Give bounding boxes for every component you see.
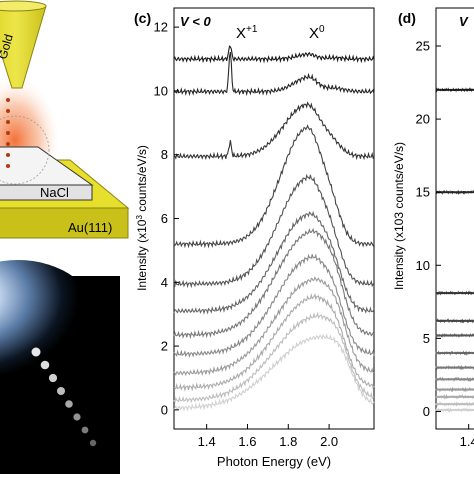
panel-d-letter: (d) [398,10,416,26]
panel-c-y-tick-label: 12 [154,20,168,35]
panel-d-series-line [435,376,474,383]
peak-label-x-plus-1: X+1 [236,24,258,42]
panel-d-y-tick-label: 25 [416,39,430,54]
emission-dot-row [31,347,97,447]
panel-c-y-tick-label: 0 [161,402,168,417]
panel-d-series-group [435,87,474,413]
panel-c-x-tick-label: 1.6 [238,434,256,449]
panel-c-x-label: Photon Energy (eV) [217,454,331,469]
panel-d-y-tick-label: 15 [416,185,430,200]
schematic-panel: NaCl Au(111) Gold [0,0,130,239]
panel-c-series-line [173,311,375,404]
panel-c-series-line [173,333,375,412]
panel-d-series-line [435,317,474,324]
panel-c-series-line [173,210,375,315]
panel-c-x-axis: 1.4 1.6 1.8 2.0 [198,424,338,449]
panel-c-x-tick-label: 1.8 [279,434,297,449]
panel-c-y-label: Intensity (x103 counts/eV/s) [135,145,149,291]
panel-c-x-tick-label: 1.4 [198,434,216,449]
panel-d-series-line [435,290,474,296]
panel-c-y-tick-label: 10 [154,83,168,98]
panel-c-series-line [173,45,375,64]
gold-tip [0,0,47,89]
panel-d-y-tick-label: 10 [416,258,430,273]
nacl-crystal-top [0,146,94,186]
panel-c-series-line [173,51,375,97]
emission-outline [0,115,50,185]
panel-c-y-tick-label: 6 [161,211,168,226]
panel-c-x-tick-label: 2.0 [320,434,338,449]
panel-c-series-line [173,276,375,377]
au111-label: Au(111) [68,220,112,235]
panel-d-y-tick-label: 5 [423,331,430,346]
y-label-part-3: counts/eV/s) [135,145,149,215]
peak-x1-sup: +1 [246,24,258,35]
panel-c-series-line [173,173,375,289]
panel-c-series-line [173,293,375,392]
panel-c-y-tick-label: 4 [161,275,168,290]
panel-d-frame [435,7,474,430]
panel-d-series-line [435,393,474,400]
panel-d-series-line [435,87,474,93]
nacl-crystal-front [0,184,93,201]
panel-c-series-line [173,101,375,161]
y-label-part-2: 3 [135,215,144,220]
panel-c-series-line [173,124,375,249]
panel-d-condition: V [459,14,469,29]
emission-image-panel [0,260,120,474]
panel-c-series-group [173,45,375,412]
panel-c-y-tick-label: 8 [161,147,168,162]
au-substrate-front [0,207,129,239]
peak-x0-sup: 0 [319,24,325,35]
panel-d-y-label: Intensity (x103 counts/eV/s) [392,142,406,290]
panel-d-x-tick-label: 1.4 [460,434,474,449]
panel-d-x-axis: 1.4 [460,424,474,449]
emission-blob [0,260,98,380]
panel-d-series-line [435,401,474,408]
panel-d-series-line [435,364,474,371]
panel-d-y-axis: 0 5 10 15 20 25 [416,39,441,419]
panel-c-letter: (c) [134,10,151,26]
panel-d-series-line [435,350,474,356]
panel-c-y-axis: 0 2 4 6 8 10 12 [154,20,179,417]
panel-d-series-line [435,407,474,413]
emission-dots [6,98,10,168]
panel-c-series-line [173,227,375,340]
panel-c-y-tick-label: 2 [161,339,168,354]
panel-d-y-tick-label: 20 [416,112,430,127]
panel-d-y-tick-label: 0 [423,404,430,419]
peak-x1-base: X [236,25,246,42]
y-label-part-1: Intensity (x10 [135,219,149,291]
peak-label-x-0: X0 [309,24,325,42]
peak-x0-base: X [309,25,319,42]
panel-d-series-line [435,332,474,338]
panel-d-series-line [435,189,474,196]
nacl-label: NaCl [40,185,69,200]
panel-d-series-line [435,386,474,393]
panel-c-condition: V < 0 [180,14,211,29]
panel-d: (d) 0 5 10 15 20 25 1.4 V Intensity (x103 cou… [392,7,474,449]
panel-c-series-line [173,253,375,358]
